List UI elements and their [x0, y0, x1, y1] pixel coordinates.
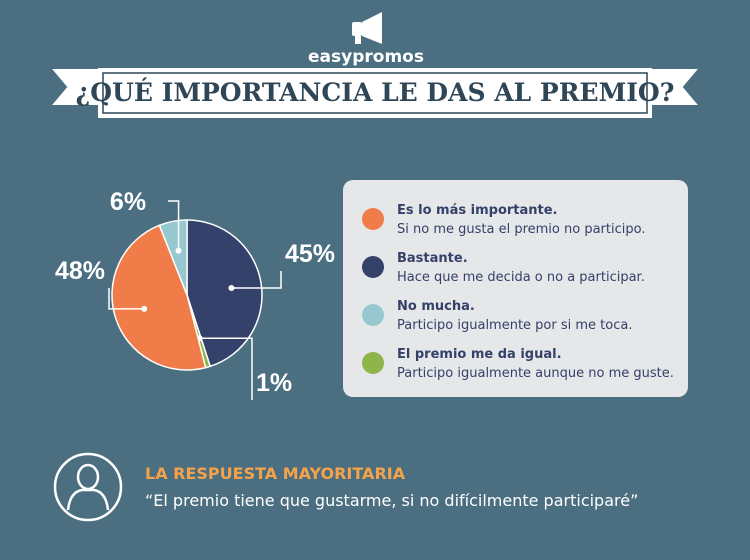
legend: Es lo más importante. Si no me gusta el p… [362, 203, 674, 381]
legend-detail: Participo igualmente por si me toca. [397, 318, 632, 333]
leader-line [231, 271, 282, 289]
legend-swatch [362, 304, 384, 326]
pie-slice [158, 219, 188, 296]
chart-title: ¿QUÉ IMPORTANCIA LE DAS AL PREMIO? [76, 78, 675, 107]
legend-detail: Si no me gusta el premio no participo. [397, 222, 645, 237]
leader-dot [175, 247, 182, 254]
leader-line [108, 288, 145, 310]
logo-icon [352, 12, 382, 44]
data-label: 48% [55, 257, 105, 285]
footer-quote: “El premio tiene que gustarme, si no dif… [145, 491, 638, 510]
legend-title: El premio me da igual. [397, 347, 562, 362]
legend-swatch [362, 208, 384, 230]
leader-dot [228, 284, 235, 291]
legend-swatch [362, 352, 384, 374]
leader-line [199, 337, 253, 400]
legend-title: Bastante. [397, 251, 468, 266]
logo: easypromos [308, 47, 424, 67]
pie: 45% 1% 48% 6% [55, 188, 335, 400]
legend-title: No mucha. [397, 299, 475, 314]
legend-title: Es lo más importante. [397, 203, 558, 218]
leader-dot [141, 305, 148, 312]
data-label: 1% [256, 369, 292, 397]
person-icon [53, 452, 123, 522]
data-label: 6% [110, 188, 146, 216]
legend-detail: Hace que me decida o no a participar. [397, 270, 645, 285]
legend-box [343, 180, 688, 397]
pie-slice [111, 224, 207, 371]
legend-swatch [362, 256, 384, 278]
banner [47, 67, 703, 118]
leader-line [168, 200, 180, 251]
legend-detail: Participo igualmente aunque no me guste. [397, 366, 674, 381]
pie-slice [186, 219, 263, 368]
data-label: 45% [285, 240, 335, 268]
footer-heading: LA RESPUESTA MAYORITARIA [145, 464, 406, 483]
